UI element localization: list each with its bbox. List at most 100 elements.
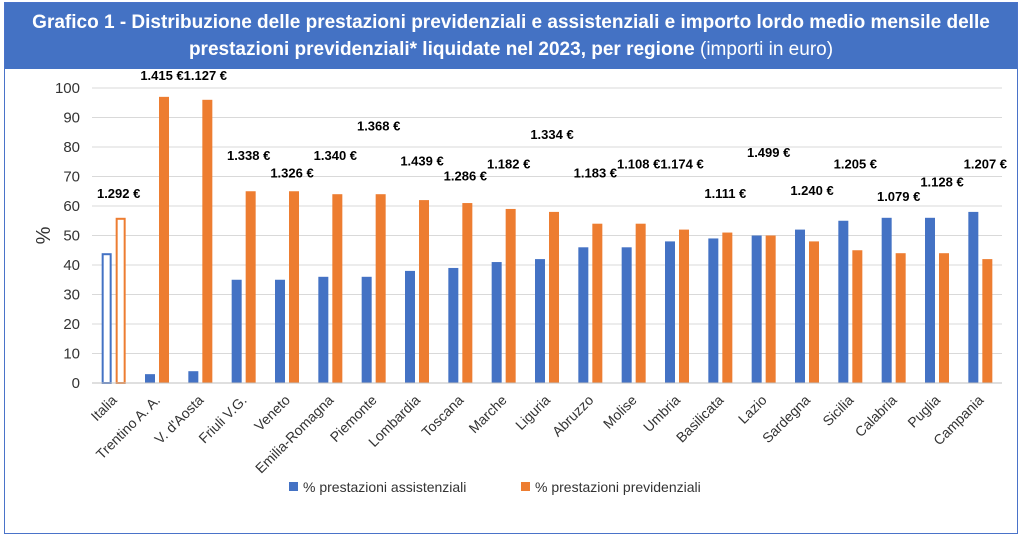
y-tick-label: 90 <box>63 110 80 127</box>
category-label: Sicilia <box>819 392 856 429</box>
bar-previdenziali <box>462 203 473 383</box>
amount-label: 1.207 € <box>964 157 1007 172</box>
legend-swatch-previdenziali <box>521 482 530 491</box>
category-label: Molise <box>600 392 640 432</box>
y-tick-label: 30 <box>63 287 80 304</box>
bar-assistenziali <box>968 211 979 383</box>
y-tick-label: 40 <box>63 257 80 274</box>
bar-previdenziali <box>982 259 993 383</box>
amount-label: 1.415 € <box>140 68 183 83</box>
bar-previdenziali <box>852 250 863 383</box>
bar-assistenziali <box>318 276 329 383</box>
bar-previdenziali <box>332 194 343 383</box>
amount-label: 1.183 € <box>574 165 617 180</box>
amount-label: 1.111 € <box>704 186 746 201</box>
category-label: Lazio <box>735 392 770 427</box>
category-label: Calabria <box>852 392 900 440</box>
category-label: Abruzzo <box>549 392 597 440</box>
chart-frame: Grafico 1 - Distribuzione delle prestazi… <box>4 2 1018 534</box>
bar-assistenziali <box>621 247 632 383</box>
bar-previdenziali <box>592 223 603 383</box>
bar-previdenziali <box>419 200 429 383</box>
bar-assistenziali <box>448 267 459 383</box>
bar-previdenziali <box>635 223 646 383</box>
category-label: Emilia-Romagna <box>252 392 337 477</box>
bar-assistenziali <box>708 238 719 383</box>
bar-previdenziali <box>939 253 949 383</box>
bar-previdenziali <box>809 241 819 383</box>
bar-previdenziali <box>245 191 256 383</box>
bar-assistenziali <box>925 217 935 383</box>
y-tick-label: 50 <box>63 228 80 245</box>
y-tick-label: 60 <box>63 198 80 215</box>
y-tick-label: 80 <box>63 139 80 156</box>
category-label: Friuli V.G. <box>195 392 249 446</box>
bar-assistenziali <box>101 253 112 384</box>
category-label: Sardegna <box>759 392 813 446</box>
bar-previdenziali <box>505 208 516 383</box>
bar-assistenziali <box>405 270 415 383</box>
y-tick-label: 10 <box>63 346 80 363</box>
bar-previdenziali <box>289 191 299 383</box>
bar-assistenziali <box>535 259 545 383</box>
y-tick-label: 0 <box>72 375 80 392</box>
bar-assistenziali <box>188 371 199 383</box>
legend-label-assistenziali: % prestazioni assistenziali <box>303 479 466 495</box>
bar-assistenziali <box>795 229 805 383</box>
legend-label-previdenziali: % prestazioni previdenziali <box>535 479 701 495</box>
bar-previdenziali <box>375 194 386 383</box>
amount-label: 1.127 € <box>184 68 227 83</box>
bar-assistenziali <box>751 235 762 383</box>
amount-label: 1.286 € <box>444 168 487 183</box>
category-label: Veneto <box>251 392 293 434</box>
bar-assistenziali <box>578 247 589 383</box>
amount-label: 1.338 € <box>227 148 270 163</box>
bar-previdenziali <box>115 217 126 384</box>
bar-assistenziali <box>838 220 849 383</box>
legend-swatch-assistenziali <box>289 482 298 491</box>
y-tick-label: 70 <box>63 169 80 186</box>
bar-previdenziali <box>679 229 689 383</box>
bar-assistenziali <box>491 262 502 383</box>
y-tick-label: 100 <box>55 80 80 97</box>
amount-label: 1.182 € <box>487 157 530 172</box>
amount-label: 1.439 € <box>400 154 443 169</box>
bar-previdenziali <box>202 99 213 384</box>
chart-title-bar: Grafico 1 - Distribuzione delle prestazi… <box>5 3 1017 69</box>
bar-previdenziali <box>159 96 169 383</box>
amount-label: 1.108 € <box>617 157 660 172</box>
y-axis-label: % <box>33 226 55 244</box>
bar-previdenziali <box>722 232 733 383</box>
bar-previdenziali <box>549 211 559 383</box>
amount-label: 1.174 € <box>660 157 703 172</box>
category-label: Italia <box>88 392 120 424</box>
chart-title-main: Grafico 1 - Distribuzione delle prestazi… <box>32 12 990 60</box>
category-label: Liguria <box>512 392 553 433</box>
category-label: Umbria <box>640 392 683 435</box>
amount-label: 1.334 € <box>530 127 573 142</box>
amount-label: 1.499 € <box>747 145 790 160</box>
amount-label: 1.326 € <box>270 165 313 180</box>
bar-previdenziali <box>895 253 906 383</box>
chart-title-subtitle: (importi in euro) <box>700 39 834 60</box>
category-label: Puglia <box>904 392 943 431</box>
bar-assistenziali <box>275 279 285 383</box>
amount-label: 1.340 € <box>314 148 357 163</box>
bar-assistenziali <box>665 241 675 383</box>
amount-label: 1.292 € <box>97 186 140 201</box>
amount-label: 1.368 € <box>357 118 400 133</box>
amount-label: 1.128 € <box>920 174 963 189</box>
bar-assistenziali <box>145 374 155 383</box>
amount-label: 1.205 € <box>834 157 877 172</box>
y-tick-label: 20 <box>63 316 80 333</box>
category-label: Basilicata <box>673 392 727 446</box>
bar-assistenziali <box>881 217 892 383</box>
category-label: Toscana <box>418 392 466 440</box>
bar-chart: 0 10 20 30 40 50 60 70 80 90 100% 1.292 € Italia 1.41… <box>33 68 1007 495</box>
category-label: Marche <box>465 392 509 436</box>
bar-previdenziali <box>765 235 776 383</box>
amount-label: 1.079 € <box>877 189 920 204</box>
bar-assistenziali <box>231 279 242 383</box>
amount-label: 1.240 € <box>790 183 833 198</box>
bar-assistenziali <box>361 276 372 383</box>
